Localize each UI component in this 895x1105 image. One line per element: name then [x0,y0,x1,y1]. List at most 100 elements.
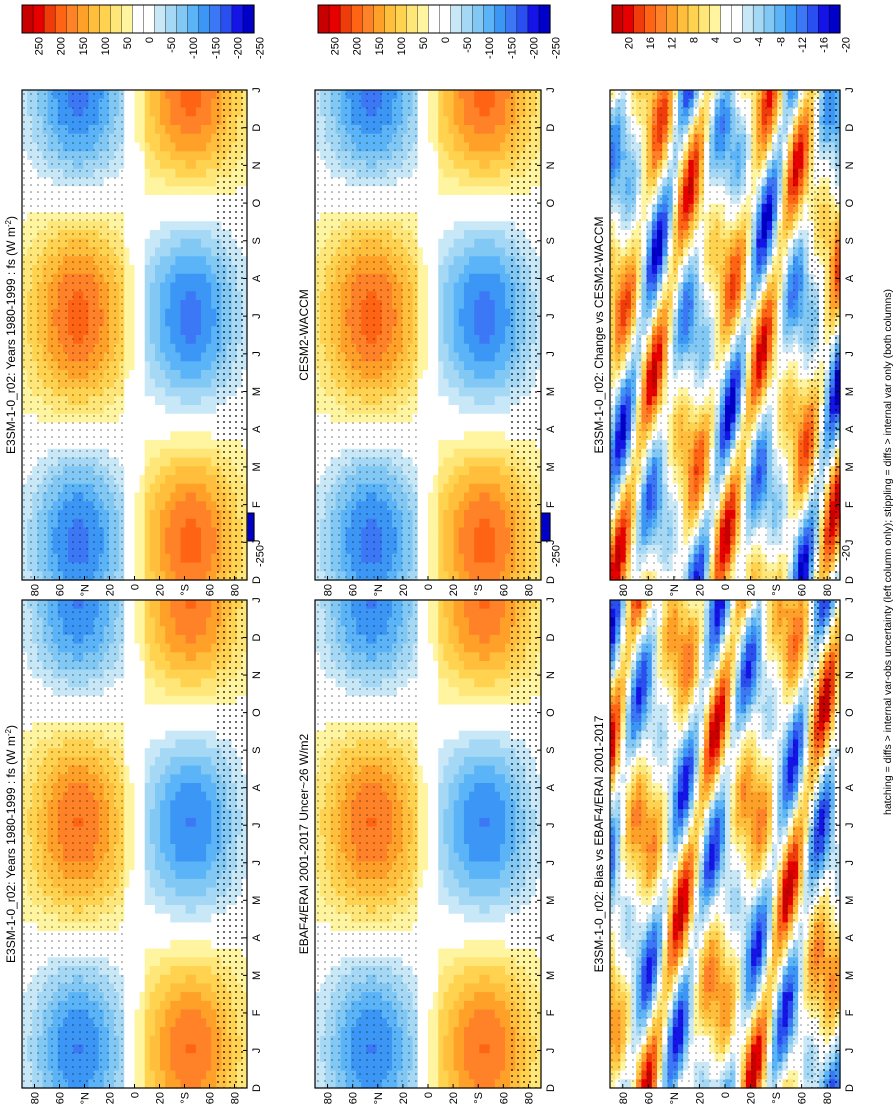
heat-cell [135,809,141,818]
heat-cell [196,678,202,687]
heat-cell [191,309,197,318]
heat-cell [170,626,176,635]
heat-cell [175,713,181,722]
heat-cell [206,722,212,731]
heat-cell [175,501,181,510]
heat-cell [175,757,181,766]
heat-cell [206,318,212,327]
heat-cell [170,501,176,510]
heat-cell [196,204,202,213]
heat-cell [175,844,181,853]
heat-cell [186,563,192,572]
heat-cell [145,766,151,775]
heat-cell [186,800,192,809]
heat-cell [124,265,130,274]
heat-cell [206,739,212,748]
heat-cell [186,696,192,705]
heat-cell [145,545,151,554]
heat-cell [124,635,130,644]
heat-cell [150,922,156,931]
heat-cell [206,652,212,661]
heat-cell [191,388,197,397]
heat-cell [181,536,187,545]
heat-cell [191,626,197,635]
heat-cell [191,458,197,467]
heat-cell [186,783,192,792]
heat-cell [206,213,212,222]
heat-cell [155,678,161,687]
heat-cell [135,309,141,318]
heat-cell [129,992,135,1001]
heat-cell [201,757,207,766]
heat-cell [140,949,146,958]
heat-cell [165,116,171,125]
heat-cell [175,800,181,809]
heat-cell [181,853,187,862]
heat-cell [135,326,141,335]
heat-cell [186,905,192,914]
heat-cell [135,609,141,618]
heat-cell [181,405,187,414]
heat-cell [186,116,192,125]
heat-cell [160,291,166,300]
heat-cell [140,609,146,618]
heat-cell [181,414,187,423]
heat-cell [150,1071,156,1080]
heat-cell [129,757,135,766]
heat-cell [165,713,171,722]
heat-cell [181,134,187,143]
heat-cell [170,326,176,335]
heat-cell [145,609,151,618]
heat-cell [170,609,176,618]
heat-cell [186,827,192,836]
heat-cell [206,108,212,117]
heat-cell [165,992,171,1001]
heat-cell [206,896,212,905]
heat-cell [155,536,161,545]
heat-cell [155,931,161,940]
heat-cell [186,283,192,292]
heat-cell [145,519,151,528]
heat-cell [145,957,151,966]
heat-cell [196,501,202,510]
heat-cell [129,344,135,353]
heat-cell [196,388,202,397]
heat-cell [186,879,192,888]
heat-cell [165,256,171,265]
heat-cell [135,1036,141,1045]
heat-cell [201,600,207,609]
heat-cell [150,571,156,580]
heat-cell [191,300,197,309]
heat-cell [155,475,161,484]
heat-cell [160,731,166,740]
heat-cell [150,475,156,484]
heat-cell [191,696,197,705]
heat-cell [160,186,166,195]
heat-cell [135,1062,141,1071]
heat-cell [175,792,181,801]
heat-cell [170,600,176,609]
heat-cell [135,458,141,467]
heat-cell [181,992,187,1001]
heat-cell [196,440,202,449]
heat-cell [165,388,171,397]
month-tick-label: D [251,634,263,642]
heat-cell [150,670,156,679]
heat-cell [160,635,166,644]
heat-cell [196,853,202,862]
heat-cell [140,1001,146,1010]
heat-cell [186,1062,192,1071]
month-tick-label: F [251,1009,263,1016]
heat-cell [140,617,146,626]
heat-cell [129,835,135,844]
heat-cell [206,510,212,519]
heat-cell [196,353,202,362]
heat-cell [129,134,135,143]
heat-cell [150,230,156,239]
heat-cell [175,652,181,661]
heat-cell [124,1053,130,1062]
heat-cell [160,134,166,143]
heat-cell [160,484,166,493]
heat-cell [155,783,161,792]
heat-cell [129,475,135,484]
